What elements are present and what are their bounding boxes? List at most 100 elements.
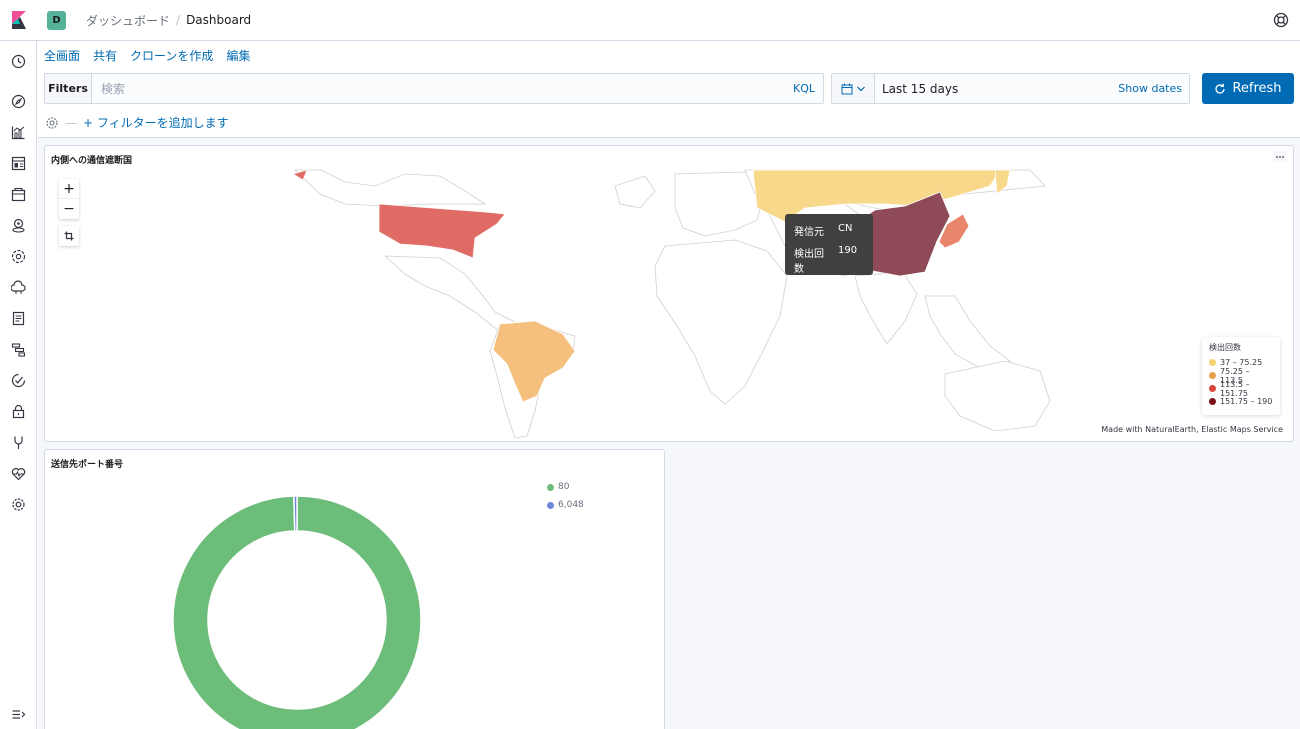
siem-icon[interactable] <box>11 404 26 419</box>
filter-separator: — <box>65 115 77 130</box>
collapse-icon[interactable] <box>11 707 26 722</box>
tooltip-origin-value: CN <box>838 223 853 234</box>
country-southeast-asia <box>924 295 1011 369</box>
country-australia <box>944 360 1051 432</box>
maps-icon[interactable] <box>11 218 26 233</box>
donut-legend: 80 6,048 <box>547 478 584 514</box>
date-range-label[interactable]: Last 15 days <box>882 81 959 96</box>
discover-icon[interactable] <box>11 94 26 109</box>
legend-dot <box>1209 372 1216 379</box>
donut-slice-80[interactable] <box>172 495 422 729</box>
edit-link[interactable]: 編集 <box>226 49 251 63</box>
legend-dot <box>1209 385 1216 392</box>
country-alaska-east-highlight[interactable] <box>994 169 1011 195</box>
zoom-out-button[interactable]: − <box>63 201 75 217</box>
logs-icon[interactable] <box>11 311 26 326</box>
donut-panel-title: 送信先ポート番号 <box>51 460 124 470</box>
legend-label: 75.25 – 113.5 <box>1220 366 1250 385</box>
query-bar: Filters KQL <box>44 73 824 104</box>
dev-tools-icon[interactable] <box>11 435 26 450</box>
legend-dot <box>1209 398 1216 405</box>
country-greenland <box>614 175 656 209</box>
show-dates-link[interactable]: Show dates <box>1118 82 1182 95</box>
space-avatar[interactable]: D <box>47 10 66 30</box>
kibana-logo-icon <box>12 11 26 29</box>
search-input[interactable] <box>92 81 793 96</box>
map-attribution: Made with NaturalEarth, Elastic Maps Ser… <box>1101 425 1283 434</box>
fullscreen-link[interactable]: 全画面 <box>44 49 81 63</box>
chevron-down-icon <box>856 86 865 91</box>
panel-options-button[interactable] <box>1273 151 1287 162</box>
dashboard-top-nav: 全画面 共有 クローンを作成 編集 <box>44 47 250 64</box>
canvas-icon[interactable] <box>11 187 26 202</box>
breadcrumb-dashboards[interactable]: ダッシュボード <box>86 13 171 28</box>
infrastructure-icon[interactable] <box>11 280 26 295</box>
world-map[interactable] <box>45 146 1294 442</box>
dashboard-icon[interactable] <box>11 156 26 171</box>
visualize-icon[interactable] <box>11 125 26 140</box>
map-legend: 検出回数 37 – 75.25 75.25 – 113.5 113.5 – 15… <box>1202 337 1280 415</box>
date-picker: Last 15 days Show dates <box>831 73 1190 104</box>
crop-icon <box>64 231 74 241</box>
breadcrumb: ダッシュボード / Dashboard <box>86 12 251 29</box>
quick-menu-button[interactable] <box>832 74 875 103</box>
tooltip-count-value: 190 <box>838 245 858 256</box>
legend-dot <box>1209 359 1216 366</box>
kibana-logo[interactable] <box>0 0 38 41</box>
legend-item: 37 – 75.25 <box>1209 356 1273 369</box>
map-tooltip: 発信元 CN 検出回数 190 <box>785 214 873 275</box>
clone-link[interactable]: クローンを作成 <box>130 49 214 63</box>
filter-row: — + フィルターを追加します <box>45 114 229 131</box>
recently-viewed-icon[interactable] <box>11 54 26 69</box>
calendar-icon <box>841 83 852 94</box>
filters-button[interactable]: Filters <box>45 74 92 103</box>
map-panel-title: 内側への通信遮断国 <box>51 156 133 166</box>
refresh-button[interactable]: Refresh <box>1202 73 1294 104</box>
legend-item: 75.25 – 113.5 <box>1209 366 1273 385</box>
breadcrumb-separator: / <box>176 13 181 27</box>
apm-icon[interactable] <box>11 342 26 357</box>
refresh-icon <box>1215 83 1226 94</box>
legend-title: 検出回数 <box>1209 343 1241 352</box>
donut-legend-label: 6,048 <box>558 500 584 510</box>
country-canada <box>294 169 487 207</box>
country-russia-highlight[interactable] <box>752 169 1001 223</box>
machine-learning-icon[interactable] <box>11 249 26 264</box>
donut-panel: 送信先ポート番号 80 6,048 <box>44 449 665 729</box>
header-divider <box>38 137 1300 138</box>
legend-dot <box>547 483 554 491</box>
gear-icon[interactable] <box>45 116 59 130</box>
legend-label: 37 – 75.25 <box>1220 358 1263 367</box>
legend-item: 151.75 – 190 <box>1209 395 1273 408</box>
management-icon[interactable] <box>11 497 26 512</box>
draw-filter-button[interactable] <box>59 226 79 246</box>
legend-label: 113.5 – 151.75 <box>1220 379 1250 398</box>
side-nav <box>0 41 37 729</box>
legend-item: 113.5 – 151.75 <box>1209 379 1273 398</box>
donut-slice-6048[interactable] <box>293 495 298 532</box>
legend-dot <box>547 501 554 509</box>
donut-legend-item[interactable]: 6,048 <box>547 496 584 514</box>
breadcrumb-current: Dashboard <box>186 13 252 27</box>
country-india <box>854 271 918 345</box>
monitoring-icon[interactable] <box>11 466 26 481</box>
share-link[interactable]: 共有 <box>93 49 118 63</box>
uptime-icon[interactable] <box>11 373 26 388</box>
kql-toggle[interactable]: KQL <box>793 82 815 95</box>
tooltip-origin-key: 発信元 <box>794 227 824 238</box>
top-header: D ダッシュボード / Dashboard <box>0 0 1300 41</box>
legend-label: 151.75 – 190 <box>1220 397 1273 406</box>
add-filter-button[interactable]: + フィルターを追加します <box>83 116 229 130</box>
donut-legend-item[interactable]: 80 <box>547 478 584 496</box>
zoom-control: + − <box>59 179 79 219</box>
donut-legend-label: 80 <box>558 482 570 492</box>
help-icon[interactable] <box>1273 12 1289 28</box>
country-usa-alaska[interactable] <box>292 169 308 181</box>
country-usa[interactable] <box>378 203 506 259</box>
tooltip-count-key: 検出回数 <box>794 249 824 275</box>
country-japan[interactable] <box>938 213 970 249</box>
zoom-in-button[interactable]: + <box>59 179 79 199</box>
country-brazil[interactable] <box>492 320 576 403</box>
map-panel: 内側への通信遮断国 + − 発信元 CN 検出回数 190 検出回数 37 – 75… <box>44 145 1294 442</box>
donut-chart[interactable] <box>45 450 665 729</box>
